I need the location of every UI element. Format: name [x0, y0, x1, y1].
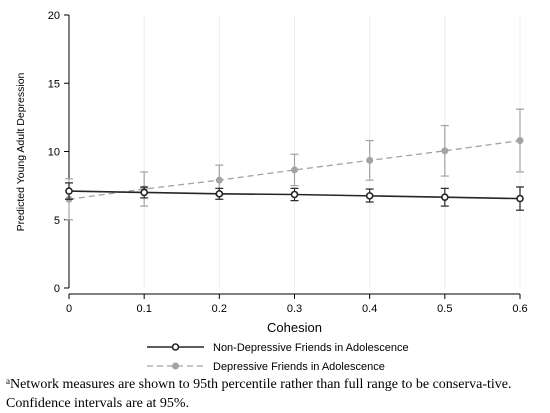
legend-label: Non-Depressive Friends in Adolescence — [213, 342, 409, 354]
data-point — [291, 166, 298, 174]
data-point — [441, 147, 449, 155]
x-tick-label: 0.2 — [212, 303, 227, 315]
footnote-marker: a — [6, 376, 10, 386]
legend-marker — [172, 362, 179, 370]
data-point — [215, 176, 223, 184]
data-point — [290, 190, 299, 199]
y-tick-label: 15 — [48, 78, 60, 90]
y-tick-label: 0 — [54, 283, 60, 295]
y-tick-label: 5 — [54, 215, 60, 227]
footnote-text: Network measures are shown to 95th perce… — [6, 377, 512, 411]
x-tick-label: 0.5 — [437, 303, 452, 315]
data-point — [516, 194, 524, 203]
y-tick-label: 10 — [48, 147, 60, 159]
data-point — [140, 188, 148, 197]
x-axis-label: Cohesion — [267, 320, 322, 335]
y-tick-label: 20 — [48, 10, 60, 22]
x-tick-label: 0 — [66, 303, 72, 315]
footnote: aNetwork measures are shown to 95th perc… — [6, 372, 546, 413]
legend-label: Depressive Friends in Adolescence — [213, 361, 385, 372]
data-point — [365, 192, 374, 200]
data-point — [215, 190, 224, 198]
series-non-depressive-friends — [65, 182, 524, 211]
x-tick-label: 0.3 — [287, 303, 302, 315]
data-point — [441, 193, 449, 202]
data-point — [65, 187, 73, 195]
x-tick-label: 0.1 — [137, 303, 152, 315]
line-chart: 0 5 10 15 20 0 0.1 0.2 0.3 0.4 0.5 0.6 Non-Depressi… — [15, 10, 528, 372]
x-tick-label: 0.6 — [512, 303, 527, 315]
y-axis-label: Predicted Young Adult Depression — [15, 72, 27, 231]
legend-marker — [171, 343, 180, 351]
data-point — [516, 137, 524, 145]
data-point — [366, 156, 374, 164]
x-tick-label: 0.4 — [362, 303, 377, 315]
